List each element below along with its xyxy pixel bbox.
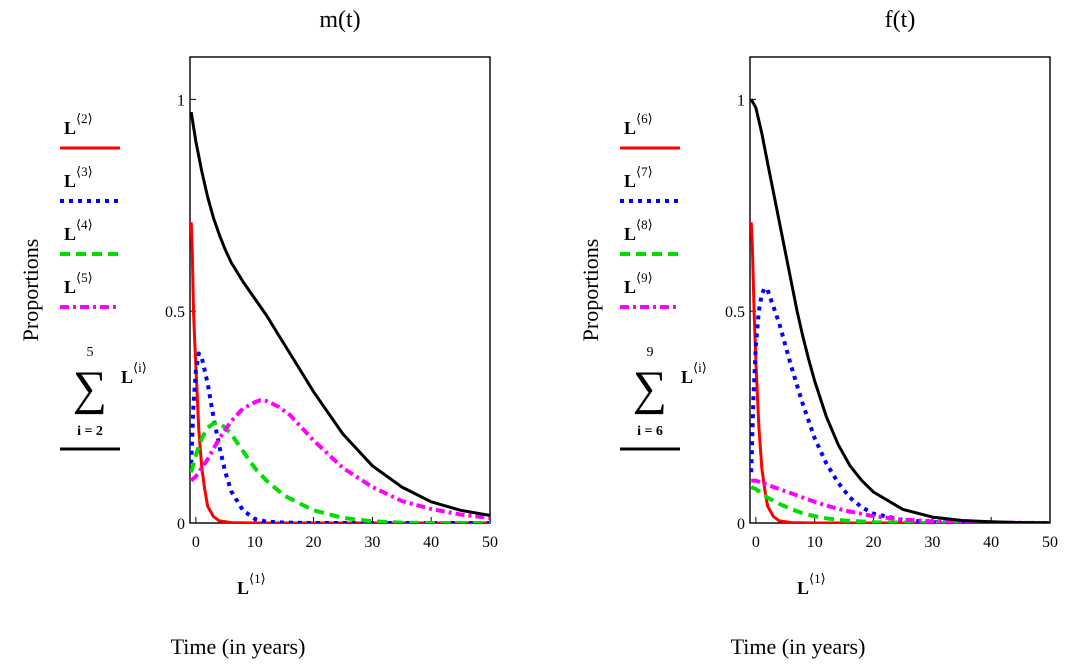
y-axis-title: Proportions — [578, 239, 603, 342]
x-tick-label: 0 — [192, 534, 200, 551]
legend-label-5-base: L — [624, 277, 636, 297]
sum-upper-limit: 5 — [87, 345, 94, 360]
x-axis-title: Time (in years) — [731, 634, 866, 659]
x-var-label: L⟨1⟩ — [237, 571, 266, 598]
series-line-3 — [750, 285, 1050, 523]
sum-term: L⟨i⟩ — [121, 360, 147, 387]
x-tick-label: 40 — [423, 534, 439, 551]
legend-label-3-base: L — [64, 171, 76, 191]
x-tick-label: 20 — [866, 534, 882, 551]
plot-area — [190, 111, 490, 523]
sum-lower-limit: i = 2 — [77, 424, 103, 439]
y-axis-title: Proportions — [18, 239, 43, 342]
legend-label-4-sup: ⟨4⟩ — [76, 217, 93, 232]
legend-label-4-sup: ⟨8⟩ — [636, 217, 653, 232]
legend-label-3-sup: ⟨3⟩ — [76, 164, 93, 179]
y-tick-label: 0.5 — [725, 304, 745, 321]
legend-label-4-base: L — [64, 224, 76, 244]
y-tick-label: 1 — [737, 92, 745, 109]
x-tick-label: 10 — [247, 534, 263, 551]
legend-label-4-base: L — [624, 224, 636, 244]
x-tick-label: 50 — [1042, 534, 1058, 551]
y-tick-label: 0 — [737, 516, 745, 533]
series-line-sum — [750, 98, 1050, 523]
x-var-label-base: L — [237, 578, 249, 598]
x-var-label-sup: ⟨1⟩ — [249, 571, 266, 586]
series-line-4 — [750, 485, 1050, 523]
series-line-5 — [751, 478, 1050, 523]
legend-label-3-sup: ⟨7⟩ — [636, 164, 653, 179]
legend-label-3-base: L — [624, 171, 636, 191]
series-line-2 — [750, 222, 1050, 523]
sum-term: L⟨i⟩ — [681, 360, 707, 387]
plot-frame — [749, 56, 1051, 524]
x-tick-label: 30 — [924, 534, 940, 551]
chart-title: m(t) — [319, 7, 360, 33]
x-tick-label: 20 — [306, 534, 322, 551]
legend-label-2-base: L — [64, 118, 76, 138]
y-tick-label: 0.5 — [165, 304, 185, 321]
x-var-label-sup: ⟨1⟩ — [809, 571, 826, 586]
series-line-3 — [190, 351, 490, 523]
legend-label-2-base: L — [624, 118, 636, 138]
x-var-label: L⟨1⟩ — [797, 571, 826, 598]
x-tick-label: 50 — [482, 534, 498, 551]
series-line-4 — [190, 421, 490, 523]
legend-label-2-sup: ⟨6⟩ — [636, 111, 653, 126]
sum-lower-limit: i = 6 — [637, 424, 663, 439]
sum-term-base: L — [681, 367, 693, 387]
legend-label-4: L⟨4⟩ — [64, 217, 93, 244]
chart-title: f(t) — [885, 7, 916, 33]
sum-symbol: ∑ — [633, 362, 667, 415]
sum-term-base: L — [121, 367, 133, 387]
x-var-label-base: L — [797, 578, 809, 598]
y-tick-label: 1 — [177, 92, 185, 109]
legend-label-5-base: L — [64, 277, 76, 297]
legend-label-4: L⟨8⟩ — [624, 217, 653, 244]
series-line-2 — [190, 222, 490, 523]
plot-frame — [189, 56, 491, 524]
legend-label-5-sup: ⟨5⟩ — [76, 270, 93, 285]
x-tick-label: 10 — [807, 534, 823, 551]
series-line-sum — [190, 111, 490, 517]
x-axis-title: Time (in years) — [171, 634, 306, 659]
x-tick-label: 0 — [752, 534, 760, 551]
y-tick-label: 0 — [177, 516, 185, 533]
x-tick-label: 40 — [983, 534, 999, 551]
legend-label-2-sup: ⟨2⟩ — [76, 111, 93, 126]
legend-label-2: L⟨6⟩ — [624, 111, 653, 138]
legend-label-5-sup: ⟨9⟩ — [636, 270, 653, 285]
legend-label-5: L⟨9⟩ — [624, 270, 653, 297]
sum-upper-limit: 9 — [647, 345, 654, 360]
legend-label-5: L⟨5⟩ — [64, 270, 93, 297]
series-line-5 — [190, 398, 490, 520]
plot-area — [750, 98, 1050, 523]
legend-label-3: L⟨7⟩ — [624, 164, 653, 191]
sum-term-sup: ⟨i⟩ — [693, 360, 707, 375]
legend-label-2: L⟨2⟩ — [64, 111, 93, 138]
x-tick-label: 30 — [364, 534, 380, 551]
sum-symbol: ∑ — [73, 362, 107, 415]
sum-term-sup: ⟨i⟩ — [133, 360, 147, 375]
legend-label-3: L⟨3⟩ — [64, 164, 93, 191]
